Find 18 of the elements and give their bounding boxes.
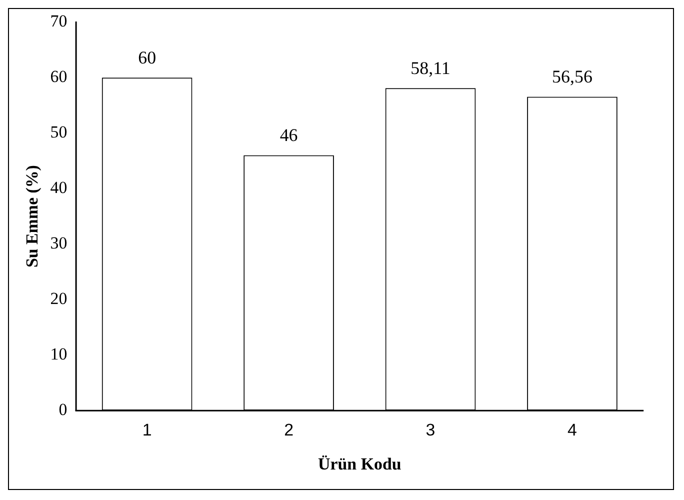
data-label: 60 (138, 47, 156, 68)
data-label: 46 (280, 125, 298, 146)
x-tick-label: 2 (284, 420, 294, 440)
y-tick-label: 50 (50, 122, 68, 142)
y-tick-label: 30 (50, 234, 68, 253)
x-tick-label: 1 (142, 420, 152, 440)
y-tick-label: 0 (58, 400, 68, 419)
x-tick-label: 4 (568, 420, 577, 440)
y-axis-title: Su Emme (%) (22, 165, 42, 268)
data-label: 58,11 (410, 58, 450, 78)
y-tick-label: 20 (50, 289, 68, 308)
y-tick-label: 60 (50, 67, 68, 86)
y-tick-label: 10 (50, 344, 68, 364)
x-tick-label: 3 (426, 420, 436, 440)
y-tick-label: 40 (50, 178, 68, 198)
data-label: 56,56 (552, 66, 592, 87)
x-axis-title: Ürün Kodu (318, 454, 402, 474)
y-tick-label: 70 (50, 12, 68, 31)
